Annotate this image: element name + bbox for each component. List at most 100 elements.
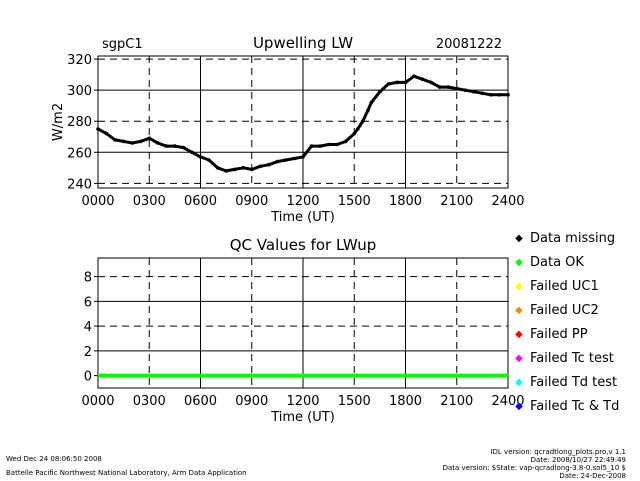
chart1-data-point <box>292 156 297 161</box>
chart1-data-point <box>386 82 391 86</box>
chart2-xtick-label: 0000 <box>81 394 114 409</box>
chart1-data-point <box>355 127 360 131</box>
legend-marker-icon: ◆ <box>515 328 523 340</box>
chart1-data-point <box>446 85 451 89</box>
legend-label: Failed UC2 <box>530 302 599 318</box>
chart1-xtick-label: 1200 <box>286 194 319 209</box>
chart1-title: Upwelling LW <box>253 34 353 52</box>
chart1-data-point <box>156 141 160 145</box>
chart1-data-point <box>147 136 152 141</box>
legend-marker-icon: ◆ <box>515 256 523 268</box>
chart1-data-point <box>207 158 211 162</box>
footer-timestamp: Wed Dec 24 08:06:50 2008 <box>6 455 102 463</box>
chart1-data-point <box>173 144 177 148</box>
chart2-xlabel: Time (UT) <box>270 410 335 425</box>
chart1-xtick-label: 0900 <box>235 194 268 209</box>
chart1-data-point <box>506 93 510 97</box>
chart2-xtick-label: 0900 <box>235 394 268 409</box>
chart1-data-point <box>113 138 117 142</box>
chart2-ytick-label: 6 <box>84 295 92 310</box>
chart1-data-point <box>366 108 370 113</box>
chart1-data-point <box>480 91 485 96</box>
chart1-ytick-label: 240 <box>67 177 92 192</box>
footer-data-date: Date: 24-Dec-2008 <box>559 472 626 480</box>
chart1-data-point <box>343 139 348 144</box>
qc-legend: ◆ Data missing ◆ Data OK ◆ Failed UC1 ◆ Failed … <box>512 226 640 418</box>
footer-version-date: Date: 2008/10/27 22:49:49 <box>530 456 626 464</box>
chart1-data-point <box>250 167 254 172</box>
chart1-data-point <box>429 80 433 85</box>
legend-item: ◆ Failed UC1 <box>512 274 640 298</box>
legend-marker-icon: ◆ <box>515 304 523 316</box>
chart1-ytick-label: 280 <box>67 115 92 130</box>
chart1-ytick-label: 320 <box>67 53 92 68</box>
chart1-data-point <box>326 142 331 147</box>
chart1-data-point <box>463 88 468 92</box>
chart1-data-point <box>284 158 288 162</box>
chart2-ytick-label: 8 <box>84 271 92 286</box>
chart2-xtick-label: 0300 <box>133 394 166 409</box>
chart2-xtick-label: 1200 <box>286 394 319 409</box>
chart1-data-point <box>232 167 237 172</box>
chart1-xtick-label: 2100 <box>440 194 473 209</box>
legend-label: Data OK <box>530 254 584 270</box>
chart1-data-point <box>497 93 502 97</box>
chart1-xlabel: Time (UT) <box>270 210 335 225</box>
chart2-ytick-label: 0 <box>84 370 92 385</box>
chart1-data-point <box>369 100 374 105</box>
chart2-xtick-label: 2400 <box>491 394 524 409</box>
chart1-ytick-label: 300 <box>67 84 92 99</box>
chart2-xtick-label: 2100 <box>440 394 473 409</box>
legend-label: Failed Td test <box>530 374 618 390</box>
chart1-data-point <box>378 89 382 94</box>
chart1-data-point <box>309 144 314 148</box>
chart1-data-point <box>275 159 280 164</box>
legend-item: ◆ Data OK <box>512 250 640 274</box>
legend-label: Failed Tc test <box>530 350 614 366</box>
chart2-xtick-label: 1800 <box>389 394 422 409</box>
chart1-data-point <box>395 80 399 85</box>
legend-item: ◆ Failed Td test <box>512 370 640 394</box>
footer-data-version: Data version: $State: vap-qcradlong-3.8-… <box>442 464 626 472</box>
chart1-data-point <box>241 166 245 170</box>
chart1-data-point <box>318 144 322 148</box>
chart1-data-point <box>420 77 425 82</box>
chart2-ytick-label: 2 <box>84 345 92 360</box>
chart1-data-point <box>104 131 109 136</box>
chart1-data-point <box>181 145 186 150</box>
chart1-data-point <box>403 80 408 85</box>
legend-marker-icon: ◆ <box>515 280 523 292</box>
chart1-data-point <box>361 119 365 123</box>
chart1-ylabel: W/m2 <box>51 103 66 141</box>
legend-marker-icon: ◆ <box>515 232 523 244</box>
legend-item: ◆ Failed PP <box>512 322 640 346</box>
legend-item: ◆ Data missing <box>512 226 640 250</box>
chart1-data-point <box>489 93 493 97</box>
chart1-data-point <box>412 74 416 78</box>
chart1-data-point <box>437 85 442 89</box>
legend-marker-icon: ◆ <box>515 352 523 364</box>
legend-label: Data missing <box>530 230 616 246</box>
chart1-data-point <box>130 141 134 145</box>
chart1-data-point <box>301 155 305 159</box>
legend-label: Failed PP <box>530 326 588 342</box>
chart1-xtick-label: 0000 <box>81 194 114 209</box>
legend-marker-icon: ◆ <box>515 400 523 412</box>
chart1-data-point <box>258 164 263 169</box>
chart1-site: sgpC1 <box>102 37 143 52</box>
chart1-data-point <box>224 169 228 173</box>
chart1-data-point <box>96 127 100 131</box>
chart1-xtick-label: 0300 <box>133 194 166 209</box>
chart1-ytick-label: 260 <box>67 146 92 161</box>
chart1-data-point <box>121 139 126 144</box>
legend-label: Failed UC1 <box>530 278 599 294</box>
legend-item: ◆ Failed Tc test <box>512 346 640 370</box>
chart2-ytick-label: 4 <box>84 320 92 335</box>
legend-item: ◆ Failed Tc & Td <box>512 394 640 418</box>
chart1-data-point <box>455 86 459 91</box>
chart1-xtick-label: 1800 <box>389 194 422 209</box>
chart1-data-point <box>352 131 357 136</box>
chart1-data-point <box>215 166 220 170</box>
chart1-data-point <box>138 139 143 144</box>
